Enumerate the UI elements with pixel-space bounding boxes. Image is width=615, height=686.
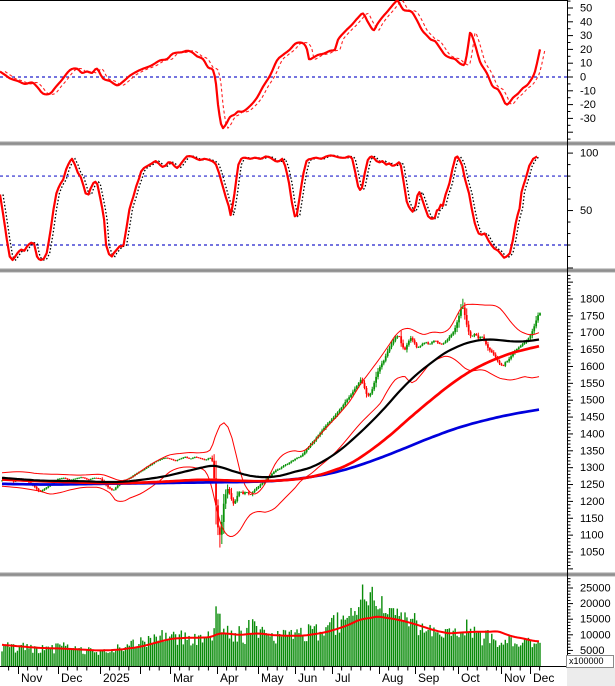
axis-corner <box>567 668 615 686</box>
x-axis-month-label: Dec <box>61 671 82 685</box>
x-axis-month-label: Oct <box>461 671 480 685</box>
panel-separator-3[interactable] <box>0 572 615 577</box>
momentum-plot <box>0 0 567 130</box>
y-axis-label: 1200 <box>580 496 604 508</box>
y-axis-label: 10 <box>580 58 592 70</box>
panel-separator-1[interactable] <box>0 141 615 146</box>
y-axis-label: 25000 <box>580 583 611 595</box>
y-axis-label: 30 <box>580 30 592 42</box>
panel-price-candlestick[interactable] <box>0 273 567 572</box>
y-axis-label: 50 <box>580 205 592 217</box>
volume-multiplier-label: x100000 <box>566 655 614 668</box>
y-axis-label: 100 <box>580 148 598 160</box>
x-axis-time: Nov Dec 2025 Mar Apr May Jun Jul Aug Sep Oct Nov Dec <box>0 666 567 686</box>
y-axis-label: 1550 <box>580 378 604 390</box>
y-axis-label: 40 <box>580 16 592 28</box>
x-axis-month-label: Mar <box>173 671 194 685</box>
panel-volume[interactable] <box>0 577 567 666</box>
price-plot <box>1 298 541 548</box>
x-axis-ticks: Nov Dec 2025 Mar Apr May Jun Jul Aug Sep Oct Nov Dec <box>0 666 567 685</box>
y-axis-label: 15000 <box>580 614 611 626</box>
panel-momentum-oscillator[interactable] <box>0 0 567 141</box>
y-axis-ticks: 50403020100-10-20-3010050180017501700165… <box>567 0 611 670</box>
x-axis-month-label: Jul <box>335 671 350 685</box>
y-axis-label: 20000 <box>580 598 611 610</box>
y-axis-label: -10 <box>580 85 596 97</box>
y-axis-label: 1800 <box>580 294 604 306</box>
y-axis-label: 5000 <box>580 645 604 657</box>
y-axis-label: 1150 <box>580 513 604 525</box>
y-axis-label: 1350 <box>580 445 604 457</box>
y-axis-label: 1650 <box>580 344 604 356</box>
y-axis-column: 50 40 30 20 10 0 -10 -20 -30 100 50 1800 1750 1700 165… <box>567 0 615 672</box>
y-axis-label: 1400 <box>580 428 604 440</box>
x-axis-month-label: Nov <box>21 671 42 685</box>
panel-stochastic-oscillator[interactable] <box>0 146 567 268</box>
y-axis-label: 10000 <box>580 629 611 641</box>
y-axis-label: 1700 <box>580 327 604 339</box>
y-axis-label: -30 <box>580 113 596 125</box>
x-axis-month-label: Aug <box>382 671 403 685</box>
y-axis-label: 1050 <box>580 546 604 558</box>
y-axis-label: -20 <box>580 99 596 111</box>
x-axis-month-label: 2025 <box>103 671 130 685</box>
panel-separator-2[interactable] <box>0 268 615 273</box>
volume-plot <box>1 584 541 666</box>
y-axis-label: 1300 <box>580 462 604 474</box>
x-axis-month-label: Jun <box>298 671 317 685</box>
x-axis-month-label: Sep <box>418 671 440 685</box>
y-axis-label: 1750 <box>580 310 604 322</box>
stochastic-plot <box>0 154 567 262</box>
y-axis-label: 1450 <box>580 412 604 424</box>
y-axis-label: 1500 <box>580 395 604 407</box>
x-axis-month-label: May <box>261 671 284 685</box>
y-axis-label: 1250 <box>580 479 604 491</box>
y-axis-label: 0 <box>580 72 586 84</box>
x-axis-month-label: Nov <box>504 671 525 685</box>
y-axis-label: 20 <box>580 44 592 56</box>
y-axis-label: 50 <box>580 3 592 15</box>
y-axis-label: 1100 <box>580 530 604 542</box>
y-axis-label: 1600 <box>580 361 604 373</box>
x-axis-month-label: Apr <box>220 671 239 685</box>
x-axis-month-label: Dec <box>533 671 554 685</box>
